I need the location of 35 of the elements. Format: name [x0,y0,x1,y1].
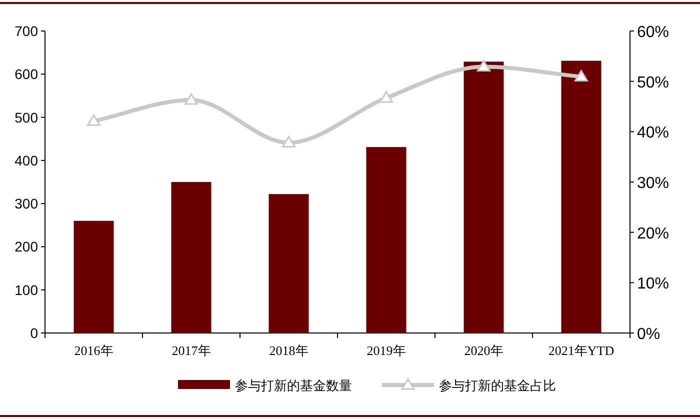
bar [74,220,114,333]
y-tick-label: 300 [14,196,38,212]
y-tick-label: 700 [14,23,38,39]
x-tick-label: 2016年 [74,343,114,358]
y2-tick-label: 50% [637,74,670,92]
point [380,91,393,103]
point [574,70,588,82]
y-tick-label: 100 [14,282,38,298]
x-tick-label: 2018年 [269,343,308,358]
legend-label: 参与打新的基金占比 [439,378,556,393]
y-tick-label: 500 [14,109,38,126]
point [87,114,100,126]
y-tick-label: 200 [14,238,38,255]
y-tick-label: 600 [14,66,38,82]
y2-tick-label: 40% [637,124,670,142]
bar [268,194,309,333]
y2-tick-label: 20% [637,225,670,242]
point [282,136,296,148]
y2-tick-label: 10% [637,276,670,293]
y2-tick-label: 0% [637,326,660,343]
legend-label: 参与打新的基金数量 [235,378,352,393]
x-tick-label: 2021年YTD [548,343,614,358]
bar [464,62,504,333]
x-tick-label: 2020年 [464,343,504,358]
x-tick-label: 2019年 [366,343,406,358]
bar [366,147,406,333]
y2-tick-label: 30% [637,175,670,192]
point [477,60,490,72]
y2-tick-label: 60% [637,24,670,41]
point [184,93,198,105]
y-tick-label: 0 [30,325,38,341]
x-tick-label: 2017年 [172,343,211,358]
bar [561,60,602,333]
y-tick-label: 400 [14,152,38,168]
bar [171,182,212,333]
